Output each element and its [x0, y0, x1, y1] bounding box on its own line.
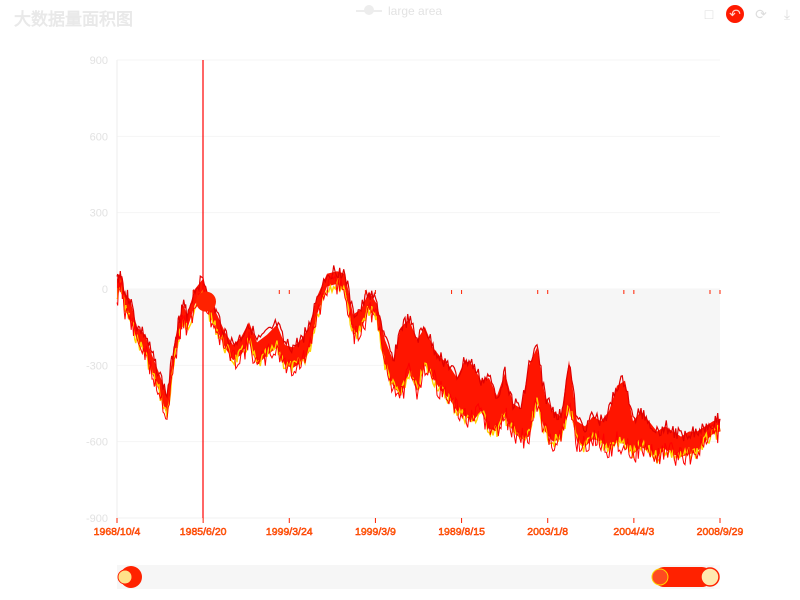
zoom-icon[interactable]: □ — [704, 6, 714, 22]
datazoom-handle-right — [653, 567, 712, 587]
x-tick-label: 2008/9/29 — [697, 526, 744, 538]
datazoom-handle-right-knob — [651, 568, 669, 586]
save-image-icon[interactable]: ⤓ — [783, 5, 791, 22]
zoom-reset-icon[interactable]: ↶ — [726, 5, 744, 23]
y-tick-label: 900 — [90, 55, 108, 67]
datazoom-handle-left-inner — [117, 569, 133, 585]
toolbox: □ ↶ ⟳ ⤓ — [700, 4, 796, 24]
y-tick-label: -300 — [86, 360, 108, 372]
legend-label: large area — [388, 4, 443, 18]
x-tick-label: 1999/3/9 — [355, 526, 396, 538]
x-tick-label: 2004/4/3 — [613, 526, 654, 538]
datazoom-selection — [117, 565, 714, 589]
y-tick-label: -600 — [86, 437, 108, 449]
x-tick-label: 1985/6/20 — [180, 526, 227, 538]
x-tick-label: 1968/10/4 — [94, 526, 141, 538]
y-tick-label: 0 — [102, 284, 108, 296]
y-tick-label: 300 — [90, 208, 108, 220]
highlight-point — [196, 291, 216, 312]
area-fill — [117, 271, 720, 437]
restore-icon[interactable]: ⟳ — [755, 5, 767, 22]
series-line-detail — [116, 273, 721, 466]
legend[interactable]: large area — [356, 4, 442, 18]
legend-marker-icon — [356, 5, 382, 15]
y-tick-label: -900 — [86, 513, 108, 525]
datazoom-handle-right-end — [700, 567, 720, 587]
x-tick-label: 2003/1/8 — [527, 526, 568, 538]
x-tick-label: 1999/3/24 — [266, 526, 313, 538]
series-band — [117, 271, 720, 457]
x-tick-label: 1989/8/15 — [438, 526, 485, 538]
series-line-high — [116, 265, 721, 442]
chart-title: 大数据量面积图 — [14, 10, 133, 29]
y-tick-label: 600 — [90, 131, 108, 143]
